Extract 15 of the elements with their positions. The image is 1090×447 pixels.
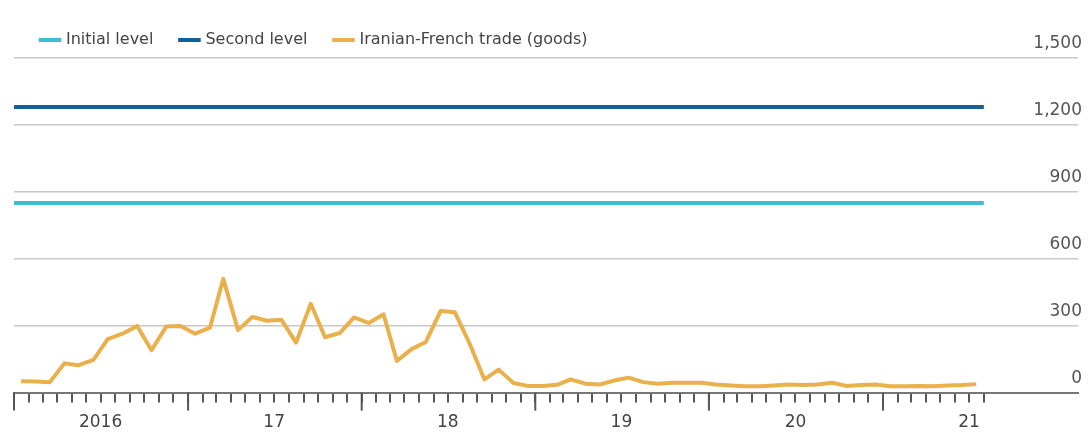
x-tick-label: 20 (784, 411, 807, 432)
legend-label: Second level (205, 29, 308, 49)
legend-label: Iranian-French trade (goods) (359, 29, 588, 49)
x-tick-label: 19 (610, 411, 633, 432)
x-tick-label: 18 (436, 411, 459, 432)
y-tick-label: 1,200 (1033, 99, 1082, 120)
y-tick-label: 300 (1049, 300, 1082, 321)
y-tick-label: 1,500 (1033, 32, 1082, 53)
y-tick-label: 0 (1071, 367, 1082, 388)
legend-label: Initial level (66, 29, 154, 49)
x-tick-label: 17 (263, 411, 285, 432)
y-tick-label: 900 (1049, 166, 1082, 187)
y-tick-label: 600 (1049, 233, 1082, 254)
x-tick-label: 2016 (78, 411, 123, 432)
x-tick-label: 21 (958, 411, 980, 432)
